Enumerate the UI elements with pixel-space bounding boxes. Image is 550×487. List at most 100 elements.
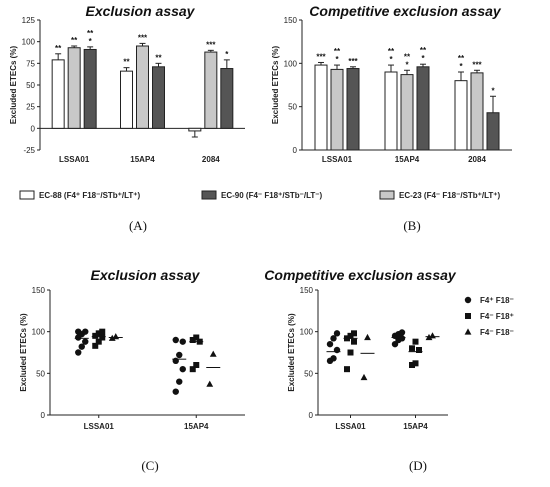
significance-label: ***: [138, 33, 148, 42]
y-tick-label: 50: [288, 103, 297, 112]
data-point-square: [99, 334, 106, 341]
data-point-square: [412, 360, 419, 367]
bar: [51, 59, 65, 129]
data-point-square: [193, 334, 200, 341]
bar: [152, 66, 165, 129]
data-point-square: [189, 337, 196, 343]
data-point-square: [465, 313, 471, 319]
data-point-circle: [176, 378, 183, 385]
data-point-circle: [78, 343, 85, 350]
chart-title: Exclusion assay: [91, 267, 201, 283]
legend-swatch: [19, 190, 35, 200]
y-tick-label: 0: [31, 124, 36, 133]
significance-label: *: [491, 86, 495, 95]
data-point-triangle: [364, 333, 371, 341]
data-point-square: [347, 332, 354, 339]
y-tick-label: 125: [22, 16, 36, 25]
data-point-triangle: [112, 333, 120, 340]
x-tick-label: LSSA01: [322, 155, 353, 164]
y-tick-label: 150: [284, 16, 298, 25]
data-point-square: [351, 338, 357, 345]
data-point-square: [409, 362, 415, 368]
x-tick-label: 15AP4: [130, 155, 155, 164]
data-point-square: [347, 349, 354, 356]
data-point-circle: [333, 330, 341, 337]
legend-label: EC-88 (F4⁺ F18⁻/STb⁺/LT⁺): [39, 191, 141, 200]
y-tick-label: 75: [26, 59, 35, 68]
significance-label: *: [225, 50, 229, 59]
significance-label: *: [389, 55, 393, 64]
x-tick-label: 15AP4: [403, 422, 428, 431]
data-point-square: [92, 342, 99, 349]
significance-label: ***: [472, 60, 482, 69]
x-tick-label: LSSA01: [84, 422, 115, 431]
data-point-square: [344, 366, 350, 373]
data-point-circle: [326, 340, 334, 348]
legend-label: EC-23 (F4⁻ F18⁻/STb⁺/LT⁺): [399, 191, 501, 200]
significance-label: *: [459, 62, 463, 71]
x-tick-label: 15AP4: [395, 155, 420, 164]
data-point-square: [92, 332, 99, 339]
significance-label: **: [123, 58, 130, 67]
significance-label: **: [87, 29, 94, 38]
significance-label: **: [420, 46, 427, 55]
significance-label: ***: [348, 57, 358, 66]
legend-swatch: [201, 190, 217, 200]
y-tick-label: 50: [36, 369, 45, 378]
data-point-circle: [179, 365, 186, 373]
significance-label: **: [458, 54, 465, 63]
y-tick-label: 100: [22, 38, 36, 47]
legend-label: F4⁻ F18⁻: [480, 328, 514, 337]
panel-label: (B): [403, 218, 420, 233]
bar: [220, 68, 234, 129]
significance-label: *: [335, 55, 339, 64]
significance-label: *: [421, 54, 425, 63]
data-point-circle: [172, 336, 179, 344]
y-tick-label: 100: [32, 328, 46, 337]
y-tick-label: 0: [309, 411, 314, 420]
y-axis-label: Excluded ETECs (%): [287, 313, 296, 392]
bar: [400, 74, 414, 151]
bar: [486, 112, 500, 151]
bar: [120, 70, 133, 129]
y-tick-label: 0: [41, 411, 46, 420]
data-point-square: [189, 366, 196, 373]
significance-label: **: [334, 47, 341, 56]
data-point-triangle: [429, 332, 436, 339]
data-point-circle: [82, 328, 89, 335]
y-tick-label: 0: [293, 146, 298, 155]
y-axis-label: Excluded ETECs (%): [271, 46, 280, 125]
data-point-triangle: [464, 328, 472, 335]
panel-label: (A): [129, 218, 147, 233]
legend-label: F4⁻ F18⁺: [480, 312, 514, 321]
bar: [454, 80, 468, 151]
y-tick-label: 150: [32, 286, 46, 295]
panel-1: Competitive exclusion assay 0 50 100 150 Excl…: [271, 3, 512, 233]
y-tick-label: 100: [300, 328, 314, 337]
legend-swatch: [379, 190, 395, 200]
y-tick-label: 150: [300, 286, 314, 295]
bar: [83, 48, 97, 129]
legend-label: EC-90 (F4⁻ F18⁺/STb⁻/LT⁻): [221, 191, 323, 200]
bar-legend: EC-88 (F4⁺ F18⁻/STb⁺/LT⁺) EC-90 (F4⁻ F18⁺…: [19, 190, 501, 200]
y-axis-label: Excluded ETECs (%): [19, 313, 28, 392]
y-axis-label: Excluded ETECs (%): [9, 46, 18, 125]
data-point-circle: [330, 335, 337, 342]
significance-label: **: [404, 52, 411, 61]
bar: [384, 71, 398, 151]
x-tick-label: 15AP4: [184, 422, 209, 431]
data-point-circle: [179, 338, 186, 345]
y-tick-label: 100: [284, 59, 298, 68]
data-point-square: [412, 338, 419, 345]
data-point-circle: [333, 346, 341, 354]
data-point-triangle: [209, 350, 217, 357]
bar: [67, 47, 81, 129]
bar: [314, 64, 328, 151]
significance-label: ***: [206, 40, 216, 49]
bar: [136, 45, 149, 129]
data-point-square: [99, 328, 106, 335]
data-point-circle: [176, 351, 183, 359]
data-point-square: [95, 330, 102, 337]
significance-label: **: [155, 53, 162, 62]
